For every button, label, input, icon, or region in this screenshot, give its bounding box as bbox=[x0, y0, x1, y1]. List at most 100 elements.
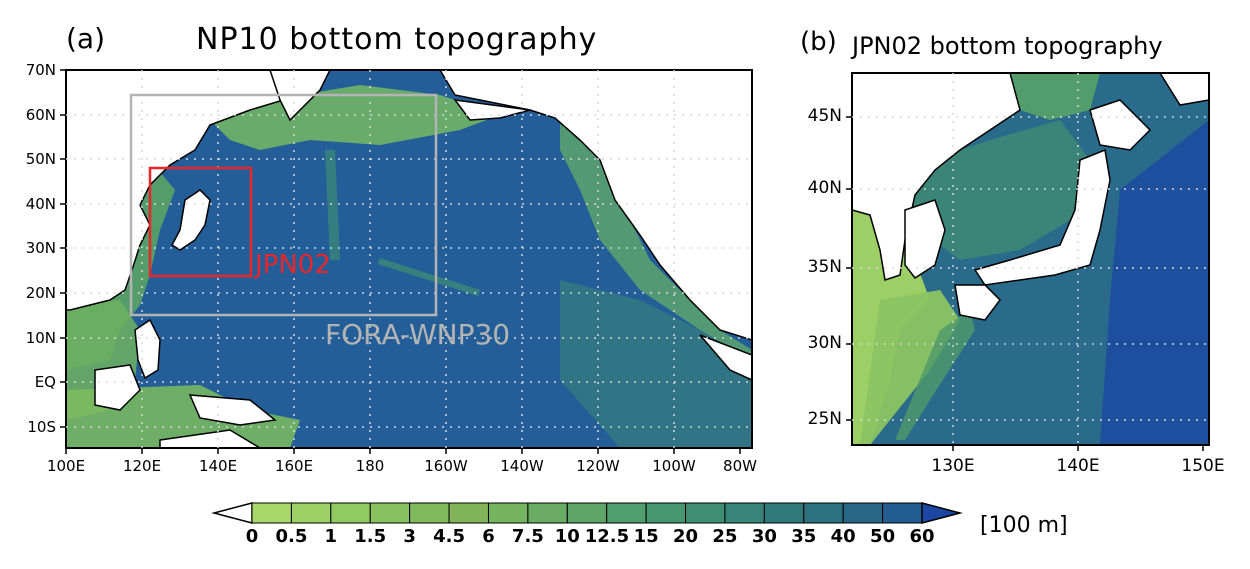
colorbar-segment bbox=[369, 502, 411, 524]
panel-b-title: JPN02 bottom topography bbox=[852, 32, 1163, 60]
colorbar-tick-label: 6 bbox=[482, 526, 495, 547]
panel-b-xtick-2: 150E bbox=[1181, 456, 1225, 476]
rise-east-pacific bbox=[560, 280, 752, 448]
panel-a-ytick-5: 20N bbox=[25, 284, 56, 302]
colorbar-segment bbox=[882, 502, 923, 524]
colorbar-tick-label: 10 bbox=[554, 526, 580, 547]
colorbar-tick-label: 3 bbox=[403, 526, 416, 547]
land-asia bbox=[66, 70, 301, 311]
panel-b-gridlines bbox=[852, 73, 1209, 445]
panel-a-xtick-8: 100W bbox=[652, 457, 696, 475]
panel-a-tick-marks bbox=[60, 69, 741, 454]
panel-b-map bbox=[852, 73, 1209, 445]
colorbar-tick-label: 0 bbox=[245, 526, 259, 547]
colorbar-unit: [100 m] bbox=[980, 513, 1068, 538]
panel-a-xtick-6: 140W bbox=[500, 457, 544, 475]
panel-b-ytick-4: 25N bbox=[807, 409, 842, 429]
colorbar-segment bbox=[251, 502, 292, 524]
land-central-america bbox=[699, 334, 752, 381]
colorbar-segment bbox=[566, 502, 608, 524]
colorbar-segment bbox=[409, 502, 450, 524]
land-korea-peninsula bbox=[904, 199, 946, 280]
panel-b-ytick-2: 35N bbox=[807, 257, 842, 277]
colorbar-segment bbox=[330, 502, 371, 524]
panel-b-frame bbox=[851, 72, 1210, 446]
panel-a-ytick-1: 60N bbox=[25, 106, 56, 124]
fora-wnp30-label: FORA-WNP30 bbox=[325, 318, 511, 351]
colorbar-tick-label: 1.5 bbox=[354, 526, 387, 547]
colorbar-over-triangle bbox=[921, 502, 963, 524]
colorbar-segment bbox=[763, 502, 805, 524]
land-new-guinea bbox=[188, 394, 277, 426]
panel-a-xtick-1: 120E bbox=[122, 457, 162, 475]
colorbar-tick-label: 30 bbox=[751, 526, 777, 547]
panel-a-xtick-2: 140E bbox=[198, 457, 238, 475]
colorbar-segment bbox=[724, 502, 765, 524]
panel-a-xtick-3: 160E bbox=[274, 457, 314, 475]
colorbar-tick-label: 60 bbox=[909, 526, 935, 547]
east-china-sea-shelf bbox=[860, 290, 960, 445]
panel-a-xtick-4: 180 bbox=[355, 457, 385, 475]
panel-a-ytick-2: 50N bbox=[25, 150, 56, 168]
northwest-shelf bbox=[1010, 73, 1100, 120]
colorbar-tick-label: 7.5 bbox=[511, 526, 544, 547]
colorbar-tick-label: 25 bbox=[712, 526, 738, 547]
colorbar-segment bbox=[645, 502, 687, 524]
land-honshu bbox=[973, 148, 1111, 286]
panel-a-xtick-5: 160W bbox=[424, 457, 468, 475]
panel-b-ytick-1: 40N bbox=[807, 178, 842, 198]
colorbar-segment bbox=[606, 502, 647, 524]
panel-b-ytick-0: 45N bbox=[807, 106, 842, 126]
colorbar-segment bbox=[448, 502, 489, 524]
panel-a-ytick-4: 30N bbox=[25, 239, 56, 257]
panel-a-label: (a) bbox=[66, 22, 106, 55]
colorbar bbox=[211, 502, 963, 524]
colorbar-tick-label: 4.5 bbox=[433, 526, 465, 547]
panel-a-ytick-0: 70N bbox=[25, 61, 56, 79]
colorbar-tick-label: 12.5 bbox=[584, 526, 630, 547]
ridge-emperor bbox=[325, 150, 340, 260]
colorbar-segment bbox=[487, 502, 529, 524]
colorbar-tick-label: 20 bbox=[672, 526, 699, 547]
panel-a-title: NP10 bottom topography bbox=[196, 22, 598, 57]
colorbar-segment bbox=[685, 502, 726, 524]
land-hokkaido bbox=[1089, 99, 1152, 151]
panel-a-xtick-9: 80W bbox=[723, 457, 757, 475]
colorbar-segment bbox=[842, 502, 884, 524]
pacific-trench bbox=[1100, 120, 1209, 445]
land-sakhalin-east bbox=[1159, 73, 1209, 106]
panel-a-ytick-7: EQ bbox=[34, 373, 56, 391]
panel-a-xtick-7: 120W bbox=[576, 457, 620, 475]
panel-b-ytick-3: 30N bbox=[807, 333, 842, 353]
colorbar-tick-label: 35 bbox=[791, 526, 817, 547]
colorbar-tick-label: 1 bbox=[324, 526, 338, 547]
colorbar-segment bbox=[527, 502, 568, 524]
land-kyushu-shikoku bbox=[954, 284, 1001, 321]
panel-b-label: (b) bbox=[800, 27, 837, 57]
fora-wnp30-box bbox=[129, 93, 438, 317]
colorbar-under-triangle bbox=[211, 502, 253, 524]
panel-a-ytick-6: 10N bbox=[25, 329, 56, 347]
land-australia bbox=[159, 429, 262, 448]
panel-b-xtick-0: 130E bbox=[931, 456, 975, 476]
panel-a-ytick-8: 10S bbox=[27, 418, 56, 436]
panel-a-xtick-0: 100E bbox=[46, 457, 86, 475]
panel-a-map bbox=[66, 70, 752, 448]
colorbar-tick-label: 50 bbox=[870, 526, 896, 547]
ridge-hawaii bbox=[378, 258, 480, 296]
colorbar-tick-label: 15 bbox=[633, 526, 659, 547]
jpn02-box bbox=[148, 166, 253, 278]
colorbar-tick-label: 40 bbox=[830, 526, 856, 547]
panel-a-frame bbox=[65, 69, 753, 449]
land-japan bbox=[171, 189, 211, 251]
land-alaska-peninsula bbox=[453, 99, 531, 121]
land-borneo bbox=[94, 364, 141, 411]
panel-b-xtick-1: 140E bbox=[1056, 456, 1100, 476]
okinawa-trough bbox=[895, 310, 975, 440]
colorbar-segment bbox=[803, 502, 844, 524]
colorbar-tick-label: 0.5 bbox=[275, 526, 308, 547]
jpn02-label: JPN02 bbox=[255, 250, 331, 280]
land-north-america bbox=[439, 70, 752, 341]
colorbar-segment bbox=[290, 502, 332, 524]
